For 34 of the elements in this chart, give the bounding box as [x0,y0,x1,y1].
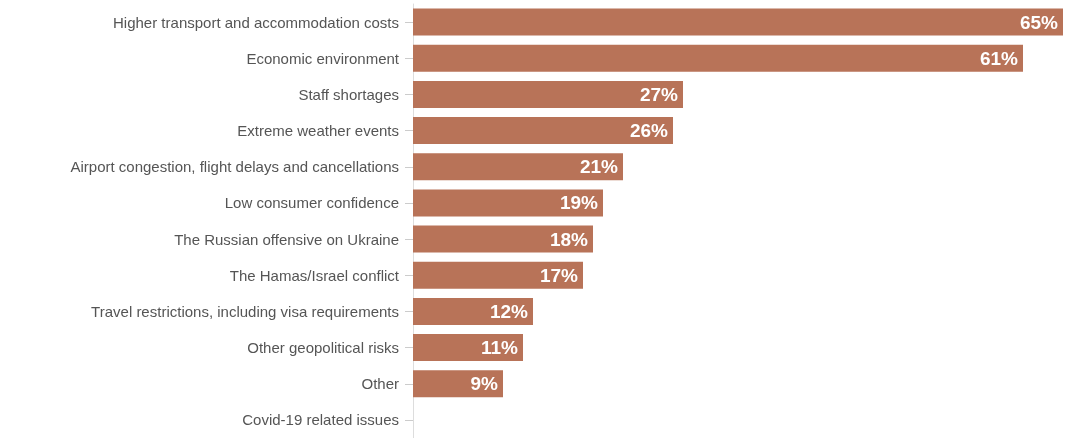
data-label: 11% [481,337,519,359]
y-tick-label: Economic environment [246,49,400,67]
data-label: 26% [629,120,669,142]
y-tick-label: The Russian offensive on Ukraine [174,230,399,248]
data-label: 18% [549,228,589,250]
bar [413,80,683,108]
y-tick-label: Low consumer confidence [224,194,399,212]
bar [413,8,1063,36]
bar [413,370,503,398]
y-tick-label: Covid-19 related issues [242,411,399,429]
y-tick-label: The Hamas/Israel conflict [229,266,400,284]
bar [413,225,593,253]
data-label: 21% [579,156,619,178]
y-tick-label: Travel restrictions, including visa requirements [91,302,399,320]
bar [413,189,603,217]
data-label: 17% [539,264,579,286]
bar [413,153,623,181]
data-label: 27% [639,83,679,105]
y-tick-label: Other [361,375,399,393]
data-label: 65% [1019,11,1059,33]
y-tick-label: Higher transport and accommodation costs [113,13,399,31]
data-label: 19% [559,192,599,214]
bar [413,117,673,145]
y-tick-label: Other geopolitical risks [247,339,399,357]
data-label: 12% [489,300,529,322]
y-tick-label: Staff shortages [298,85,399,103]
bar [413,297,533,325]
y-tick-label: Airport congestion, flight delays and cancellations [70,158,399,176]
bar [413,44,1023,72]
data-label: 61% [979,47,1019,69]
bar [413,334,523,362]
data-label: 9% [470,373,499,395]
bar [413,261,583,289]
y-tick-label: Extreme weather events [237,122,399,140]
